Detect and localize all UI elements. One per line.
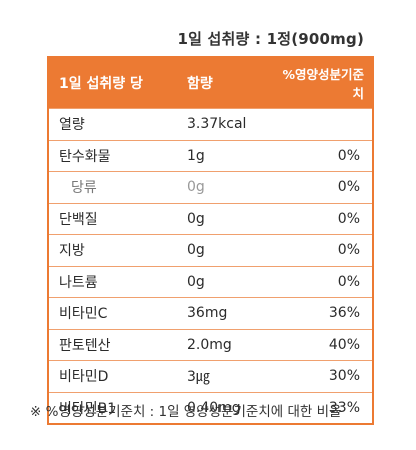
nutrient-amount: 1g [187, 147, 205, 164]
table-row: 단백질 0g 0% [49, 202, 372, 235]
nutrient-percent: 0% [337, 210, 360, 227]
nutrition-table: 1일 섭취량 당 함량 %영양성분기준치 열량 3.37kcal 탄수화물 1g… [47, 56, 374, 425]
nutrient-percent: 40% [328, 336, 360, 353]
nutrient-amount: 0g [187, 210, 205, 227]
nutrient-amount: 2.0mg [187, 336, 232, 353]
table-header: 1일 섭취량 당 함량 %영양성분기준치 [49, 58, 372, 108]
nutrient-percent: 0% [337, 147, 360, 164]
table-row: 비타민B1 0.40mg 33% [49, 391, 372, 424]
nutrient-percent: 0% [337, 273, 360, 290]
table-row: 당류 0g 0% [49, 171, 372, 203]
nutrient-name: 탄수화물 [59, 148, 111, 165]
nutrient-name: 당류 [71, 180, 97, 197]
nutrient-name: 지방 [59, 243, 85, 260]
nutrient-percent: 33% [328, 399, 360, 416]
nutrient-amount: 3.37kcal [187, 116, 247, 133]
header-amount: 함량 [187, 76, 213, 92]
serving-size: 1일 섭취량 : 1정(900mg) [177, 30, 364, 48]
table-row: 지방 0g 0% [49, 234, 372, 266]
nutrient-percent: 36% [328, 305, 360, 322]
header-per-serving: 1일 섭취량 당 [59, 76, 143, 92]
table-row: 비타민D 3㎍ 30% [49, 360, 372, 392]
header-daily-value: %영양성분기준치 [282, 67, 364, 101]
nutrient-amount: 0.40mg [187, 399, 241, 416]
table-row: 판토텐산 2.0mg 40% [49, 328, 372, 361]
nutrient-name: 나트륨 [59, 274, 98, 291]
nutrient-percent: 0% [337, 179, 360, 196]
nutrient-amount: 0g [187, 273, 205, 290]
table-row: 나트륨 0g 0% [49, 265, 372, 298]
table-row: 탄수화물 1g 0% [49, 139, 372, 172]
table-row: 비타민C 36mg 36% [49, 297, 372, 329]
table-row: 열량 3.37kcal [49, 108, 372, 140]
nutrient-amount: 3㎍ [187, 369, 210, 386]
nutrient-name: 비타민C [59, 306, 108, 323]
nutrient-percent: 30% [328, 368, 360, 385]
nutrient-amount: 0g [187, 179, 205, 196]
nutrient-name: 비타민D [59, 369, 109, 386]
nutrient-percent: 0% [337, 242, 360, 259]
nutrient-amount: 36mg [187, 305, 228, 322]
footnote: ※ %영양성분기준치 : 1일 영양성분기준치에 대한 비율 [30, 404, 342, 420]
nutrient-name: 열량 [59, 117, 85, 134]
nutrient-name: 판토텐산 [59, 337, 111, 354]
nutrient-name: 단백질 [59, 211, 98, 228]
nutrient-name: 비타민B1 [59, 400, 117, 417]
nutrient-amount: 0g [187, 242, 205, 259]
